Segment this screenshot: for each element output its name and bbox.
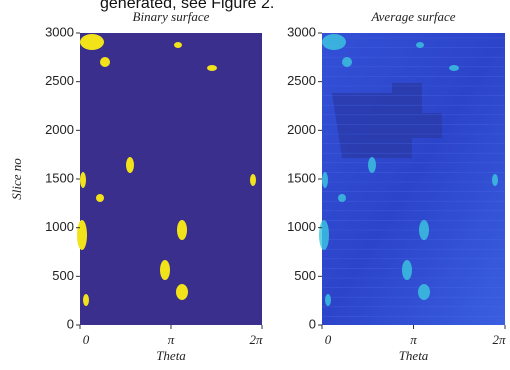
blob xyxy=(325,294,331,306)
blob xyxy=(338,194,346,202)
blob xyxy=(100,57,110,67)
y-axis-label: Slice no xyxy=(9,158,24,200)
blob xyxy=(322,172,328,188)
dark-region xyxy=(332,83,442,158)
blob xyxy=(80,34,104,50)
blob xyxy=(368,157,376,173)
y-tick-label: 2000 xyxy=(45,122,74,137)
caption-fragment: generated, see Figure 2. xyxy=(100,0,274,12)
blob xyxy=(322,34,346,50)
blob xyxy=(416,42,424,48)
y-tick-label: 0 xyxy=(67,316,74,331)
blob xyxy=(80,172,86,188)
x-tick-label: 0 xyxy=(83,332,90,347)
y-tick-label: 1000 xyxy=(45,219,74,234)
y-tick-label: 1000 xyxy=(287,219,316,234)
y-tick-label: 3000 xyxy=(287,24,316,39)
blob xyxy=(177,220,187,240)
blob xyxy=(83,294,89,306)
x-tick-label: 2π xyxy=(249,332,263,347)
blob xyxy=(418,284,430,300)
blob xyxy=(319,220,329,250)
blob xyxy=(402,260,412,280)
y-tick-label: 3000 xyxy=(45,24,74,39)
x-tick-label: π xyxy=(168,332,175,347)
y-tick-label: 0 xyxy=(309,316,316,331)
y-tick-label: 2500 xyxy=(45,73,74,88)
x-tick-label: 2π xyxy=(492,332,506,347)
blob xyxy=(449,65,459,71)
x-tick-label: 0 xyxy=(325,332,332,347)
panel-title: Binary surface xyxy=(133,9,210,24)
blob xyxy=(492,174,498,186)
blob xyxy=(419,220,429,240)
heatmap-background xyxy=(322,33,505,325)
y-tick-label: 2500 xyxy=(287,73,316,88)
y-tick-label: 1500 xyxy=(287,170,316,185)
blob xyxy=(250,174,256,186)
y-tick-label: 1500 xyxy=(45,170,74,185)
heatmap-background xyxy=(80,33,262,325)
y-tick-label: 500 xyxy=(294,268,316,283)
blob xyxy=(160,260,170,280)
blob xyxy=(174,42,182,48)
x-axis-label: Theta xyxy=(156,348,186,363)
x-tick-label: π xyxy=(410,332,417,347)
blob xyxy=(77,220,87,250)
blob xyxy=(96,194,104,202)
x-axis-label: Theta xyxy=(399,348,429,363)
blob xyxy=(342,57,352,67)
blob xyxy=(126,157,134,173)
blob xyxy=(176,284,188,300)
panel-title: Average surface xyxy=(370,9,455,24)
y-tick-label: 500 xyxy=(52,268,74,283)
y-tick-label: 2000 xyxy=(287,122,316,137)
blob xyxy=(207,65,217,71)
